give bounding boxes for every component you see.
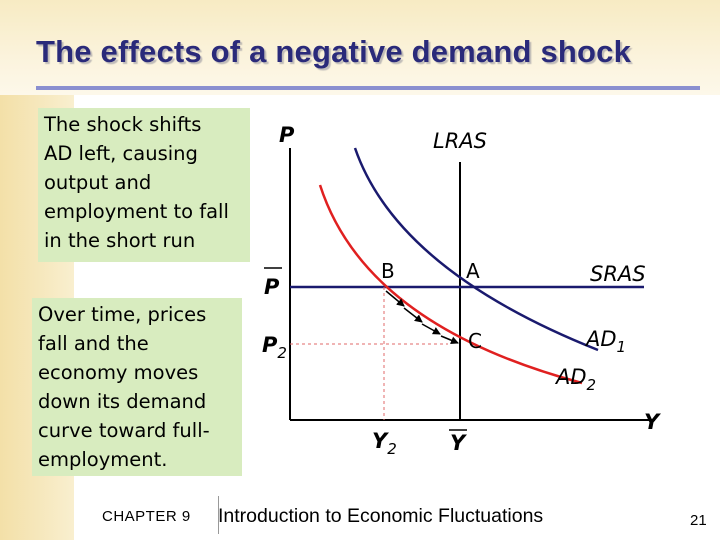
y-bar-label: Y (450, 431, 467, 455)
ad1-curve (353, 147, 599, 352)
p2-label: P2 (262, 333, 287, 362)
note-line: output and (44, 171, 152, 194)
note-line: The shock shifts (44, 113, 202, 136)
title-underline (36, 86, 700, 90)
adjustment-arrow (421, 323, 441, 335)
slide-number: 21 (690, 512, 707, 529)
note-line: employment. (38, 448, 168, 471)
point-a-label: A (466, 259, 480, 283)
note-line: economy moves (38, 361, 199, 384)
short-run-note: The shock shifts AD left, causing output… (38, 108, 250, 262)
point-b-label: B (381, 259, 395, 283)
note-line: Over time, prices (38, 303, 207, 326)
footer-chapter: CHAPTER 9 (102, 508, 191, 525)
note-line: AD left, causing (44, 142, 198, 165)
title-band (0, 0, 720, 95)
slide-title: The effects of a negative demand shock (36, 34, 632, 69)
note-line: curve toward full- (38, 419, 210, 442)
adjustment-arrow (385, 290, 405, 307)
lras-label: LRAS (433, 129, 487, 153)
note-line: fall and the (38, 332, 149, 355)
p-bar-label: P (264, 275, 280, 299)
ad2-curve (318, 184, 583, 385)
adjustment-arrow (440, 335, 459, 345)
y-axis-label: P (279, 123, 295, 147)
ad2-label: AD2 (554, 365, 596, 394)
note-line: in the short run (44, 229, 196, 252)
ad1-label: AD1 (584, 327, 626, 356)
point-c-label: C (468, 329, 482, 353)
adjustment-arrow (403, 307, 423, 323)
y2-label: Y2 (372, 429, 397, 458)
footer-title: Introduction to Economic Fluctuations (218, 505, 544, 527)
long-run-note: Over time, prices fall and the economy m… (32, 298, 242, 476)
note-line: employment to fall (44, 200, 229, 223)
x-axis-label: Y (644, 410, 661, 434)
note-line: down its demand (38, 390, 207, 413)
footer-divider (218, 496, 219, 534)
sras-label: SRAS (590, 262, 646, 286)
